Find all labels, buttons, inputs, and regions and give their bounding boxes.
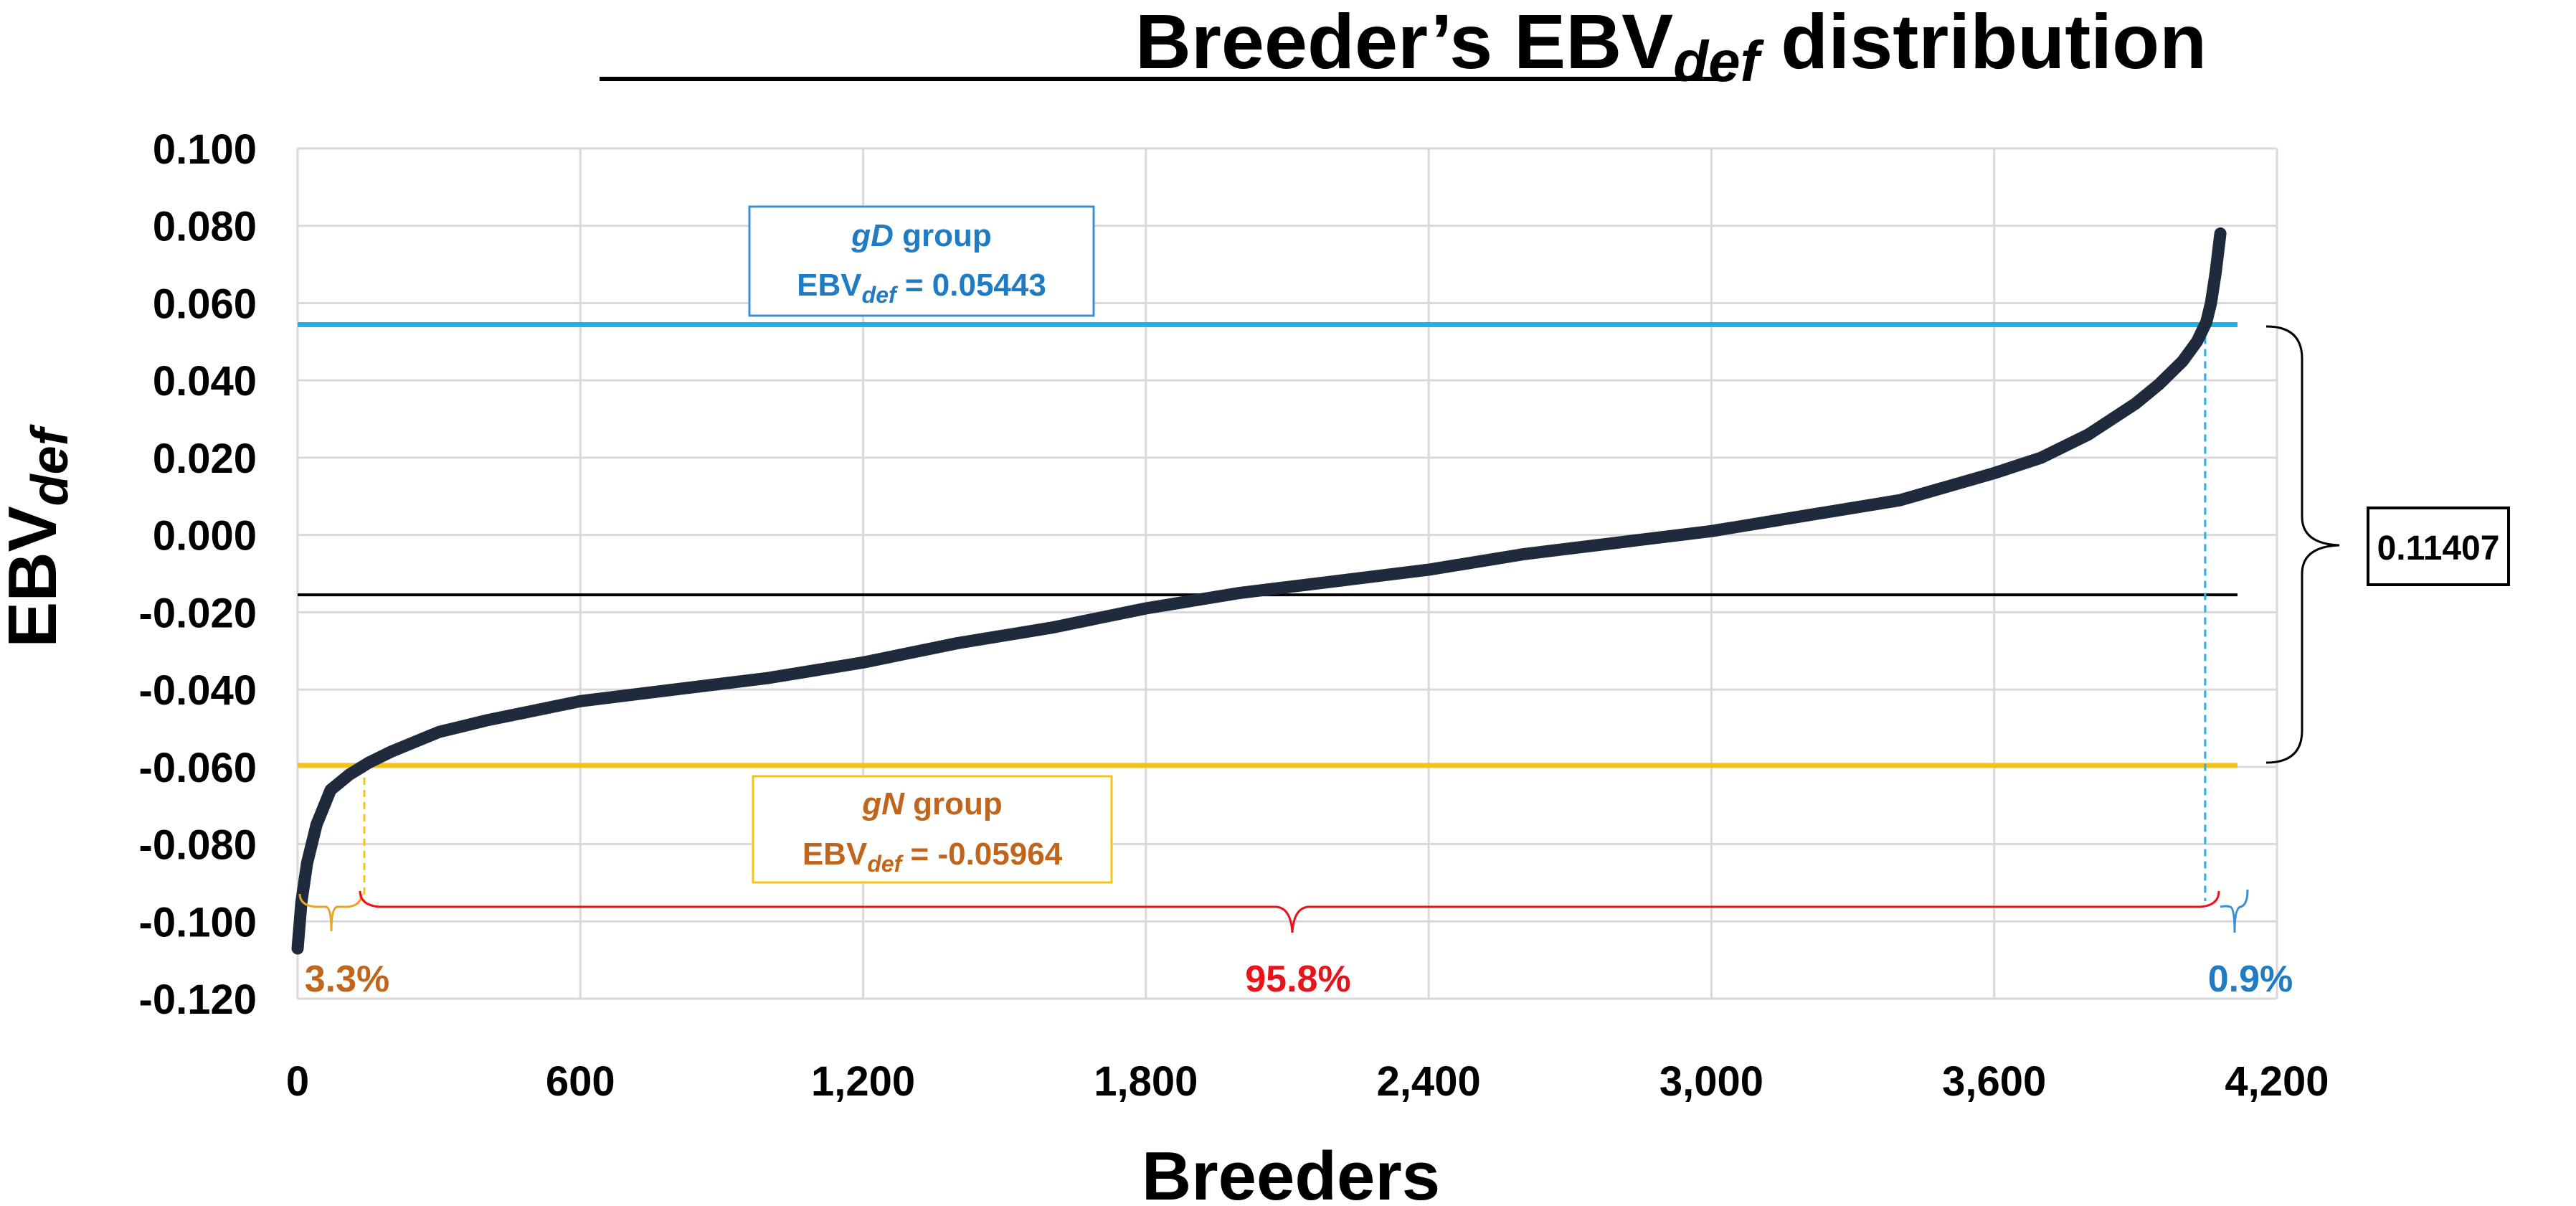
gd-value: = 0.05443 [896, 268, 1046, 303]
y-tick-labels: 0.100 0.080 0.060 0.040 0.020 0.000 -0.020 -0.0… [139, 126, 257, 1023]
gn-group-name: gN [861, 786, 905, 821]
gn-value: = -0.05964 [901, 837, 1062, 872]
gn-group-label: gN group [861, 786, 1003, 821]
ebv-curve [291, 227, 2227, 955]
pct-mid: 95.8% [1245, 958, 1350, 1000]
y-tick-label: 0.020 [153, 435, 257, 482]
x-tick-label: 2,400 [1377, 1058, 1481, 1105]
x-tick-label: 3,000 [1659, 1058, 1763, 1105]
range-value-box [2367, 507, 2510, 586]
gn-value-label: EBVdef = -0.05964 [802, 837, 1063, 877]
y-axis-label: EBVdef [0, 424, 79, 647]
gd-annotation: gD group EBVdef = 0.05443 [748, 205, 1095, 317]
y-tick-label: 0.100 [153, 126, 257, 173]
gd-group-label: gD group [851, 218, 992, 253]
chart-title-tail: distribution [1759, 0, 2207, 85]
gn-annotation: gN group EBVdef = -0.05964 [752, 775, 1113, 884]
y-tick-label: -0.060 [139, 745, 257, 791]
curve-layer [291, 227, 2227, 955]
pct-high: 0.9% [2208, 958, 2293, 1000]
gn-group-word: group [904, 786, 1003, 821]
gd-value-label: EBVdef = 0.05443 [797, 268, 1046, 308]
x-tick-label: 1,800 [1094, 1058, 1198, 1105]
gn-annotation-box [752, 775, 1113, 884]
gd-ebv: EBV [797, 268, 862, 303]
chart-title-main: Breeder’s EBV [1135, 0, 1673, 85]
threshold-dashes [363, 324, 2207, 901]
brace-high [2220, 889, 2249, 933]
y-tick-label: 0.040 [153, 358, 257, 405]
x-tick-label: 4,200 [2225, 1058, 2329, 1105]
x-tick-label: 0 [286, 1058, 309, 1105]
x-axis-label: Breeders [1142, 1138, 1440, 1206]
x-tick-label: 1,200 [811, 1058, 915, 1105]
chart-title: Breeder’s EBVdef distribution [1135, 0, 2207, 93]
pct-low: 3.3% [305, 958, 390, 1000]
range-brace [2265, 325, 2340, 764]
y-tick-label: 0.060 [153, 281, 257, 327]
gd-group-word: group [894, 218, 992, 253]
brace-mid [359, 890, 2220, 933]
gn-ebv: EBV [802, 837, 868, 872]
range-value: 0.11407 [2377, 529, 2500, 567]
gridlines [296, 147, 2278, 1000]
y-tick-label: -0.080 [139, 822, 257, 869]
x-tick-labels: 0 600 1,200 1,800 2,400 3,000 3,600 4,200 [286, 1058, 2329, 1105]
gd-ebv-sub: def [862, 282, 899, 308]
y-tick-label: 0.000 [153, 513, 257, 560]
brace-low [298, 893, 363, 932]
x-tick-label: 600 [546, 1058, 615, 1105]
y-tick-label: -0.040 [139, 667, 257, 714]
y-axis-label-sub: def [22, 424, 79, 506]
gn-ebv-sub: def [867, 851, 904, 877]
y-tick-label: -0.020 [139, 590, 257, 636]
x-tick-label: 3,600 [1942, 1058, 2046, 1105]
y-tick-label: -0.100 [139, 899, 257, 946]
y-tick-label: 0.080 [153, 204, 257, 250]
chart-title-sub: def [1673, 29, 1764, 93]
y-tick-label: -0.120 [139, 976, 257, 1023]
gd-annotation-box [748, 205, 1095, 317]
y-axis-label-main: EBV [0, 506, 71, 647]
gd-group-name: gD [851, 218, 894, 253]
